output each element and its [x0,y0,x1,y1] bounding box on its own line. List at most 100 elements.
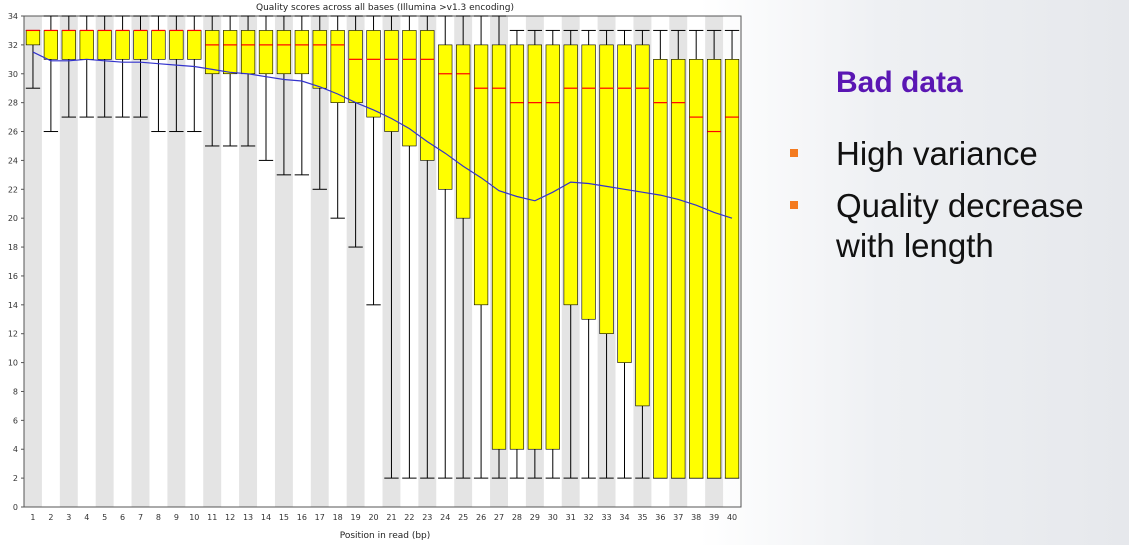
quality-box [473,44,489,306]
x-tick-label: 10 [189,513,199,522]
x-tick-label: 28 [512,513,522,522]
x-tick-label: 40 [727,513,737,522]
boxes [25,30,740,479]
quality-box [205,30,220,75]
sidebar-bullet-list: High variance Quality decrease with leng… [790,134,1129,278]
x-tick-label: 33 [601,513,611,522]
x-tick-label: 27 [494,513,504,522]
quality-box [509,44,525,450]
quality-box [115,30,130,60]
quality-box [348,30,363,103]
x-tick-label: 13 [243,513,253,522]
quality-box [258,30,274,75]
x-tick-label: 22 [404,513,414,522]
quality-box [151,30,166,60]
x-axis-ticks: 1 2 3 4 5 6 7 8 9 10 11 12 13 14 15 16 17 18 19 20 21 22 23 24 2… [30,513,737,522]
position-band [24,16,42,507]
y-tick-label: 6 [13,416,18,425]
quality-box [671,59,686,479]
x-tick-label: 9 [174,513,179,522]
sidebar-bullet-text: High variance [836,135,1038,172]
quality-box [366,30,381,118]
x-tick-label: 18 [333,513,343,522]
x-tick-label: 19 [351,513,361,522]
x-tick-label: 35 [637,513,647,522]
y-tick-label: 34 [8,12,18,21]
x-tick-label: 1 [30,513,35,522]
square-bullet-icon [790,201,798,209]
position-band [239,16,258,507]
x-tick-label: 26 [476,513,486,522]
x-tick-label: 12 [225,513,235,522]
quality-box [707,59,722,479]
quality-boxplot-chart: Quality scores across all bases (Illumin… [8,3,742,541]
quality-box [187,30,202,60]
medians [26,29,739,133]
quality-box [438,44,453,190]
x-tick-label: 7 [138,513,143,522]
x-tick-label: 36 [655,513,665,522]
quality-box [223,30,238,75]
quality-box [545,44,560,450]
x-tick-label: 4 [84,513,89,522]
x-tick-label: 5 [102,513,107,522]
sidebar-heading: Bad data [836,66,963,99]
mean-line [32,51,733,219]
y-tick-label: 30 [8,70,18,79]
x-tick-label: 29 [530,513,540,522]
position-band [95,16,114,507]
x-tick-label: 14 [261,513,271,522]
y-tick-label: 22 [8,185,18,194]
position-band [59,16,78,507]
x-tick-label: 38 [691,513,701,522]
x-tick-label: 30 [548,513,558,522]
x-tick-label: 17 [315,513,325,522]
x-tick-label: 23 [422,513,432,522]
x-tick-label: 8 [156,513,161,522]
x-tick-label: 37 [673,513,683,522]
position-band [310,16,329,507]
position-band [274,16,293,507]
whiskers [25,15,740,479]
quality-box [79,30,94,60]
x-tick-label: 6 [120,513,125,522]
quality-box [25,30,41,46]
quality-box [43,30,58,60]
quality-box [133,30,148,60]
quality-box [527,44,542,450]
quality-box [689,59,704,479]
plot-frame [23,15,742,508]
x-tick-label: 15 [279,513,289,522]
square-bullet-icon [790,149,798,157]
x-tick-label: 2 [48,513,53,522]
x-tick-label: 3 [66,513,71,522]
quality-box [491,44,507,450]
y-tick-label: 18 [8,243,18,252]
y-tick-label: 4 [13,445,18,454]
x-tick-label: 32 [584,513,594,522]
quality-box [61,30,76,60]
x-tick-label: 20 [368,513,378,522]
y-tick-label: 24 [8,156,18,165]
quality-box [724,59,740,479]
y-tick-label: 32 [8,41,18,50]
quality-box [312,30,327,89]
quality-box [294,30,309,75]
x-tick-label: 34 [619,513,629,522]
position-band [167,16,186,507]
quality-box [653,59,668,479]
quality-box [97,30,112,60]
y-tick-label: 14 [8,301,18,310]
quality-box [276,30,292,75]
x-tick-label: 25 [458,513,468,522]
sidebar-bullet-item: Quality decrease with length [790,186,1129,266]
sidebar-bullet-text: Quality decrease with length [836,187,1084,264]
position-band [346,16,365,507]
x-tick-label: 31 [566,513,576,522]
quality-box [420,30,435,161]
position-band [203,16,222,507]
y-tick-label: 8 [13,387,18,396]
x-tick-label: 39 [709,513,719,522]
quality-box [635,44,650,407]
